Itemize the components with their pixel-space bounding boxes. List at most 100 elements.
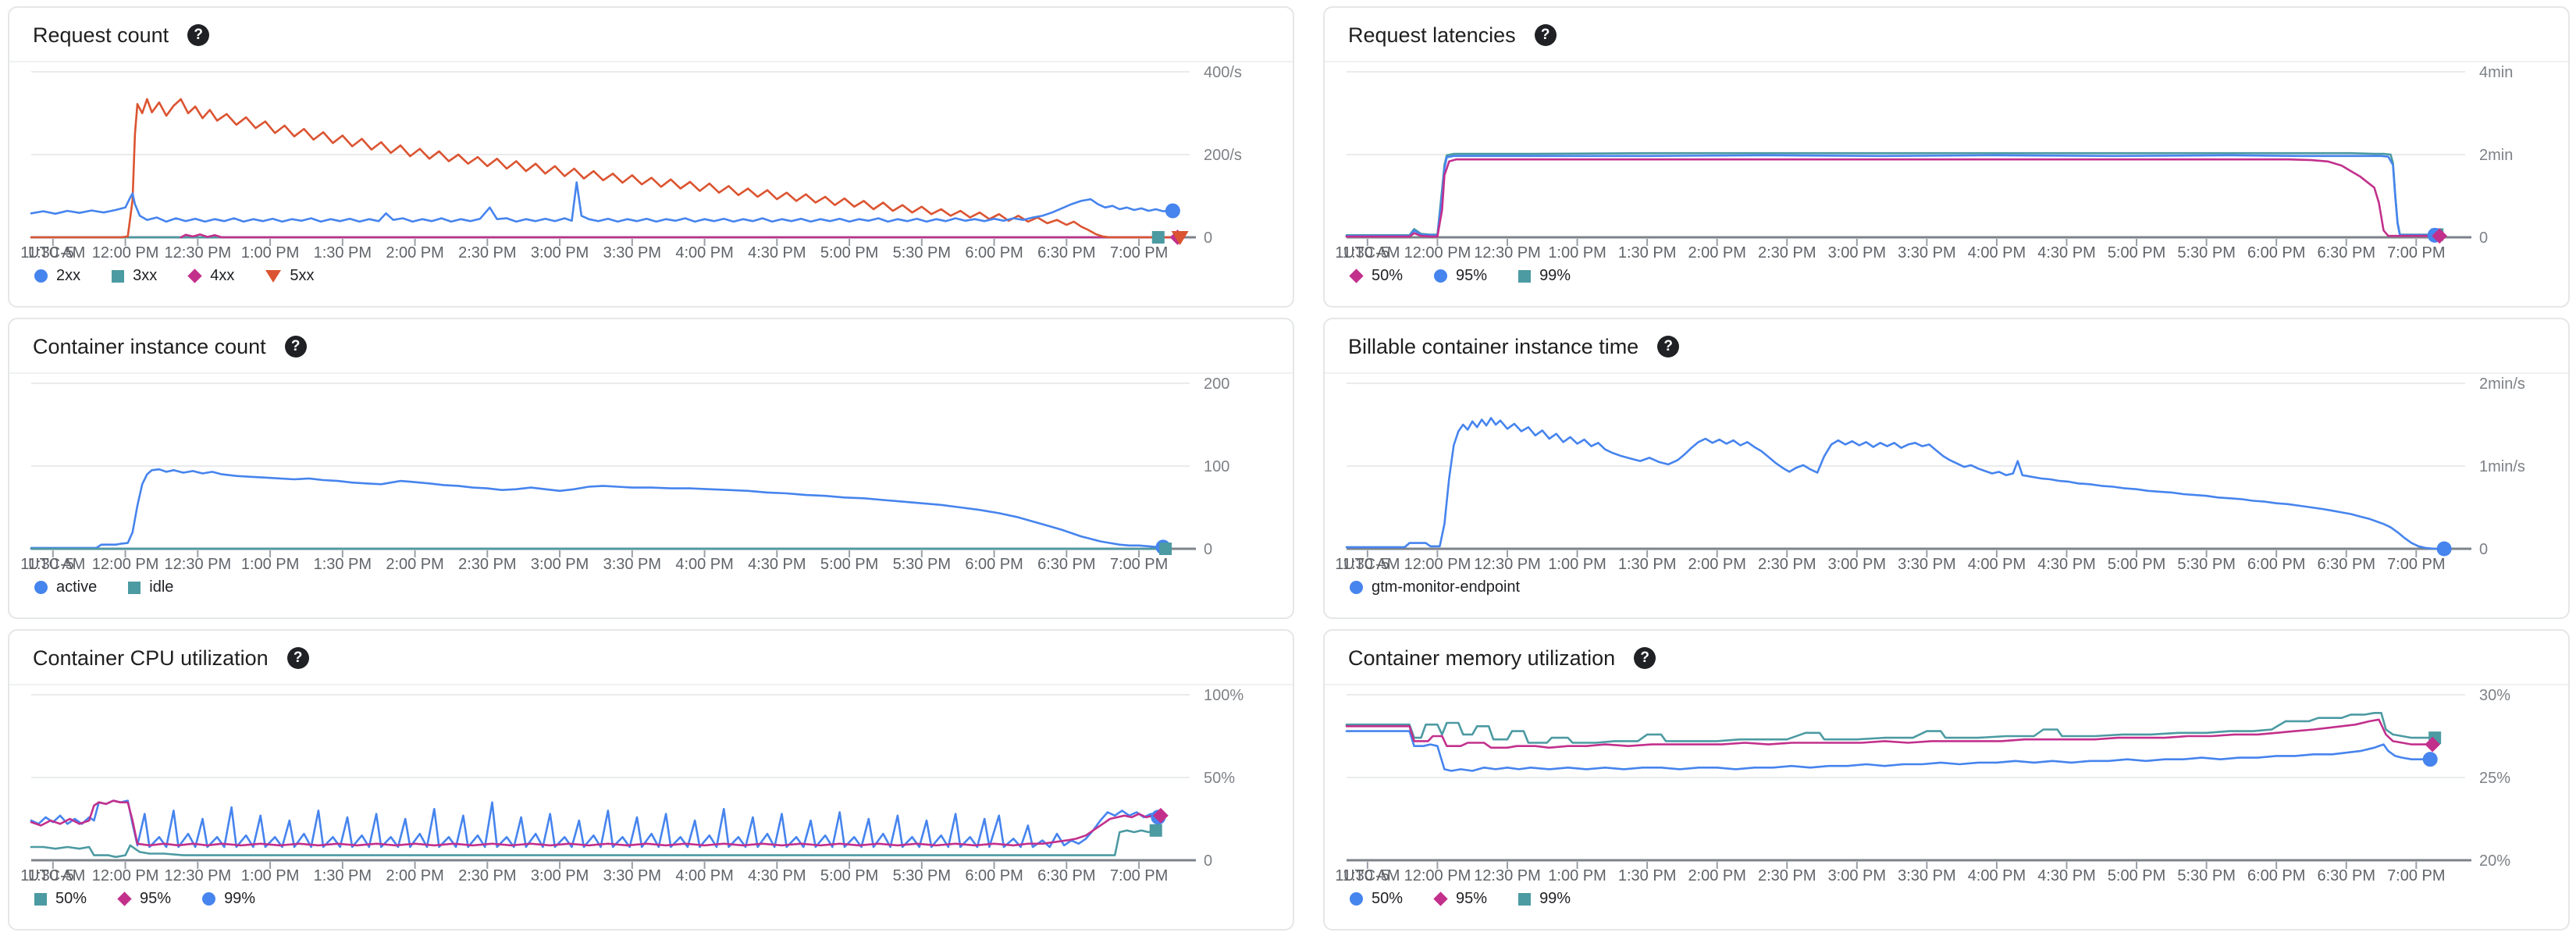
y-axis-label: 30% <box>2479 687 2510 704</box>
timezone-label: UTC-5 <box>1343 867 1389 884</box>
legend-item-5xx[interactable]: 5xx <box>265 267 315 285</box>
legend-item-99%[interactable]: 99% <box>1518 890 1571 908</box>
y-axis-label: 50% <box>1204 770 1235 787</box>
series-end-marker-50% <box>2432 228 2448 244</box>
x-axis-label: 11:30 AM <box>1335 867 1400 884</box>
legend-item-2xx[interactable]: 2xx <box>34 267 80 285</box>
y-axis-label: 20% <box>2479 852 2510 870</box>
card-header: Container memory utilization ? <box>1325 631 2568 684</box>
legend-item-4xx[interactable]: 4xx <box>187 267 234 285</box>
x-axis-label: 12:00 PM <box>92 867 159 884</box>
legend-item-50%[interactable]: 50% <box>1349 267 1404 285</box>
chart-title: Container memory utilization <box>1348 646 1616 670</box>
series-line-gtm-monitor-endpoint <box>1345 417 2446 550</box>
chart-title: Request count <box>33 23 169 47</box>
legend-item-50%[interactable]: 50% <box>1350 890 1403 908</box>
x-axis-label: 2:30 PM <box>1758 867 1816 884</box>
chart-title: Container instance count <box>33 335 266 358</box>
card-header: Container instance count ? <box>9 319 1293 372</box>
legend-item-95%[interactable]: 95% <box>117 890 172 908</box>
x-axis-label: 5:00 PM <box>2108 244 2165 261</box>
timezone-label: UTC-5 <box>28 556 74 572</box>
series-line-99% <box>1345 711 2436 744</box>
legend-item-50%[interactable]: 50% <box>34 890 87 908</box>
legend-label: 99% <box>224 890 256 907</box>
help-icon[interactable]: ? <box>286 647 309 669</box>
x-axis-label: 2:30 PM <box>1758 244 1816 261</box>
x-axis-label: 6:00 PM <box>2247 244 2305 261</box>
x-axis-label: 1:30 PM <box>314 867 372 884</box>
series-line-50% <box>1345 158 2441 238</box>
container-instance-count-chart-plot[interactable]: 200 100 0 11:30 AM 12:00 PM 12:30 PM 1:00 PM 1:… <box>9 374 1293 572</box>
x-axis-label: 2:00 PM <box>386 556 443 572</box>
x-axis-label: 3:30 PM <box>603 556 661 572</box>
chart-canvas: 200 100 0 11:30 AM 12:00 PM 12:30 PM 1:00 PM 1:… <box>20 375 1229 572</box>
chart-canvas: 30% 25% 20% 11:30 AM 12:00 PM 12:30 PM 1:00 PM… <box>1335 687 2510 884</box>
x-axis-label: 1:00 PM <box>1548 556 1606 572</box>
x-axis-label: 3:00 PM <box>1828 556 1886 572</box>
request-count-chart-plot[interactable]: 400/s 200/s 0 11:30 AM 12:00 PM 12:30 PM 1:00 … <box>9 62 1293 261</box>
x-axis-label: 11:30 AM <box>20 244 85 261</box>
request-latencies-chart-plot[interactable]: 4min 2min 0 11:30 AM 12:00 PM 12:30 PM 1:00 PM… <box>1325 62 2568 261</box>
legend-item-idle[interactable]: idle <box>128 578 173 596</box>
x-axis-label: 5:30 PM <box>893 244 951 261</box>
x-axis-label: 12:00 PM <box>1404 244 1471 261</box>
legend-item-99%[interactable]: 99% <box>1518 267 1571 285</box>
x-axis-label: 5:30 PM <box>2177 867 2235 884</box>
legend-label: 95% <box>140 890 172 907</box>
help-icon[interactable]: ? <box>1634 647 1656 669</box>
series-line-50% <box>1345 730 2432 772</box>
billable-instance-time-chart-plot[interactable]: 2min/s 1min/s 0 11:30 AM 12:00 PM 12:30 PM 1:0… <box>1325 374 2568 572</box>
diamond-legend-marker-icon <box>1433 891 1448 906</box>
y-axis-label: 2min <box>2479 147 2513 164</box>
x-axis-label: 3:30 PM <box>603 244 661 261</box>
legend-label: 50% <box>1372 267 1404 284</box>
chart-title: Container CPU utilization <box>33 646 269 670</box>
square-legend-marker-icon <box>1518 892 1532 906</box>
help-icon[interactable]: ? <box>1657 336 1680 358</box>
legend-item-95%[interactable]: 95% <box>1434 267 1487 285</box>
timezone-label: UTC-5 <box>1343 244 1389 261</box>
legend-item-99%[interactable]: 99% <box>202 890 255 908</box>
legend-item-95%[interactable]: 95% <box>1433 890 1487 908</box>
x-axis-label: 11:30 AM <box>20 556 85 572</box>
x-axis-label: 4:00 PM <box>1968 867 2026 884</box>
diamond-legend-marker-icon <box>117 891 132 906</box>
x-axis-label: 6:30 PM <box>2318 556 2375 572</box>
x-axis-label: 6:30 PM <box>1037 867 1095 884</box>
divider <box>9 684 1293 685</box>
legend-label: 2xx <box>56 267 81 284</box>
legend-item-active[interactable]: active <box>34 578 97 596</box>
series-end-marker-idle <box>1159 543 1172 555</box>
cpu-utilization-chart-plot[interactable]: 100% 50% 0 11:30 AM 12:00 PM 12:30 PM 1:00 PM 1… <box>9 685 1293 884</box>
x-axis-label: 1:30 PM <box>1618 867 1676 884</box>
help-icon[interactable]: ? <box>1534 24 1557 46</box>
x-axis-label: 5:00 PM <box>820 244 878 261</box>
circle-legend-marker-icon <box>1350 581 1363 594</box>
series-line-95% <box>30 799 1162 847</box>
x-axis-label: 2:30 PM <box>458 244 516 261</box>
legend-label: 3xx <box>133 267 158 284</box>
chart-card-request-count: Request count ? 400/s 200/s 0 11:30 AM 12:00… <box>8 6 1294 308</box>
help-icon[interactable]: ? <box>284 336 307 358</box>
y-axis-label: 4min <box>2479 64 2513 81</box>
x-axis-label: 4:00 PM <box>675 244 733 261</box>
divider <box>1325 684 2568 685</box>
divider <box>9 61 1293 62</box>
divider <box>9 372 1293 374</box>
square-legend-marker-icon <box>128 581 141 594</box>
x-axis-label: 5:00 PM <box>820 556 878 572</box>
card-header: Billable container instance time ? <box>1325 319 2568 372</box>
x-axis-label: 7:00 PM <box>1110 867 1168 884</box>
legend-item-3xx[interactable]: 3xx <box>112 267 157 285</box>
legend-item-gtm-monitor-endpoint[interactable]: gtm-monitor-endpoint <box>1350 578 1520 596</box>
memory-utilization-chart-plot[interactable]: 30% 25% 20% 11:30 AM 12:00 PM 12:30 PM 1:00 PM… <box>1325 685 2568 884</box>
y-axis-label: 1min/s <box>2479 458 2525 475</box>
x-axis-label: 3:00 PM <box>1828 867 1886 884</box>
card-header: Request latencies ? <box>1325 8 2568 61</box>
help-icon[interactable]: ? <box>187 24 210 46</box>
series-end-marker-2xx <box>1165 203 1180 219</box>
series-line-50% <box>30 829 1157 859</box>
y-axis-label: 200 <box>1204 375 1229 393</box>
x-axis-label: 1:30 PM <box>314 556 372 572</box>
